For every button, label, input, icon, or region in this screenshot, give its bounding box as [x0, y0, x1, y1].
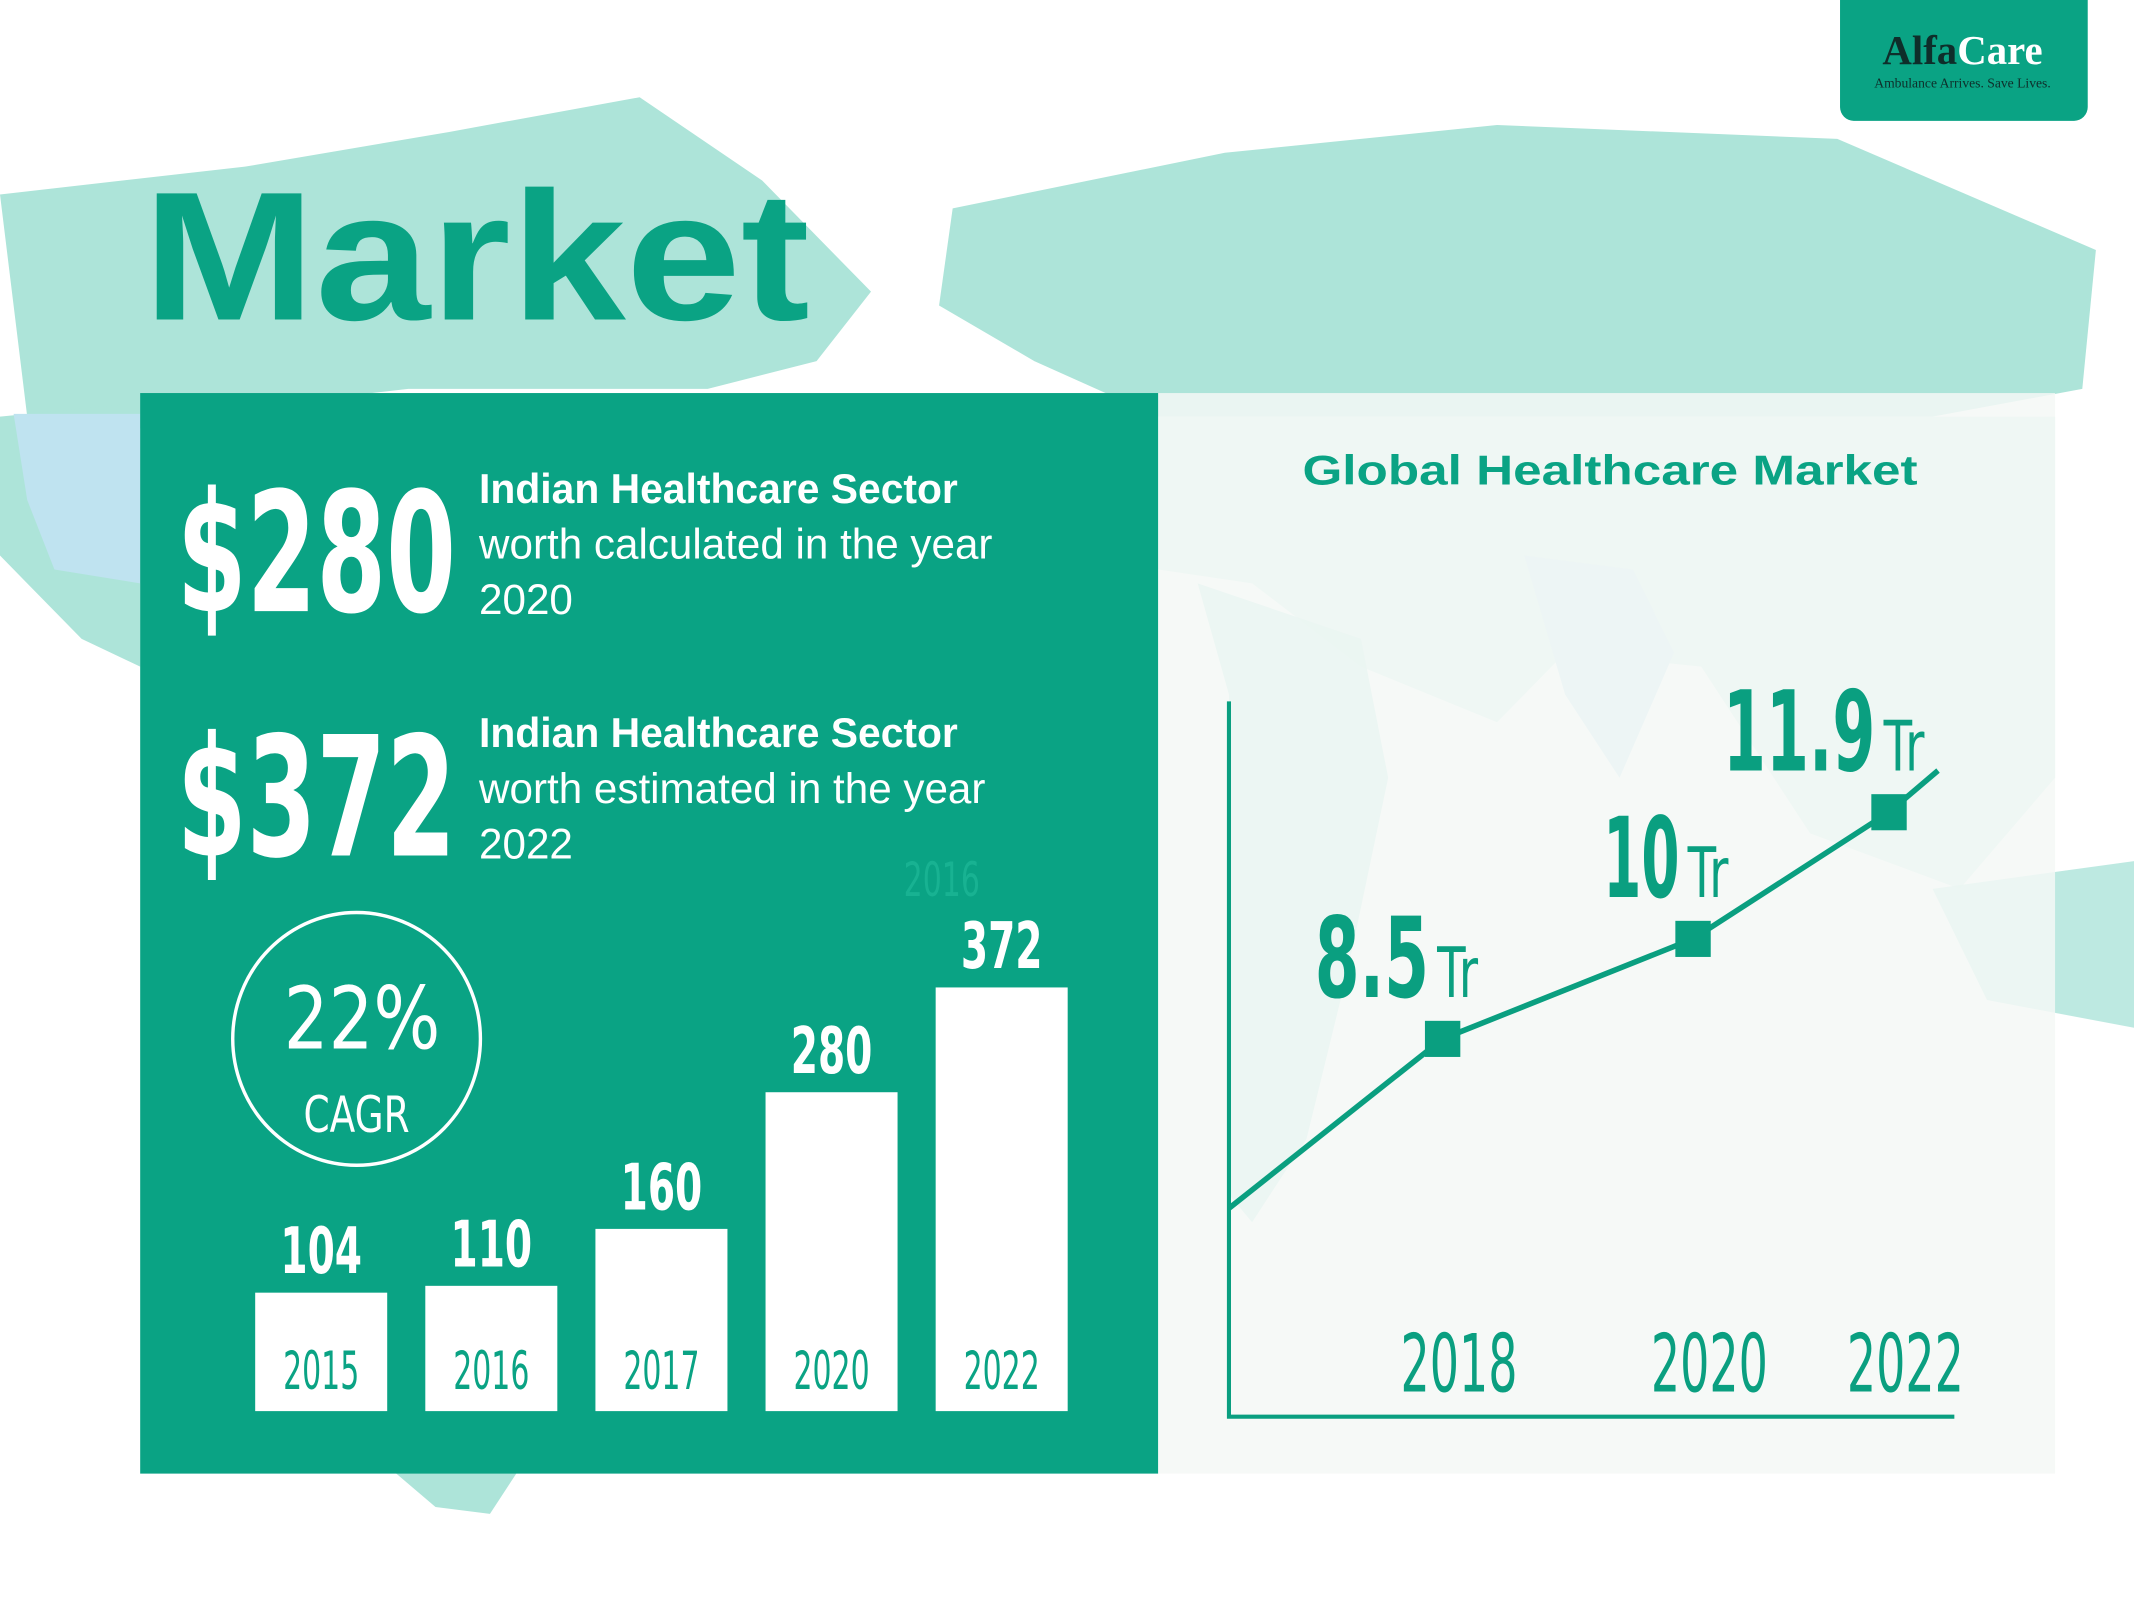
line-value-label: 8.5: [1315, 894, 1429, 1023]
stat-text: worth calculated in the year: [478, 520, 992, 568]
x-tick-label: 2020: [1651, 1317, 1768, 1411]
page-title: Market: [143, 155, 810, 359]
stats: $280 Indian Healthcare Sector worth calcul…: [177, 457, 993, 895]
axes: [1226, 701, 1955, 1419]
ghost-label: 2016: [904, 853, 980, 908]
stat-text: 2020: [479, 576, 573, 624]
x-tick-label: 2022: [1847, 1317, 1964, 1411]
logo[interactable]: AlfaCare Ambulance Arrives. Save Lives.: [1840, 0, 2088, 121]
stat-text: 2022: [479, 820, 573, 868]
cagr-value: 22%: [284, 970, 441, 1070]
x-tick-label: 2018: [1400, 1317, 1517, 1411]
bar-category: 2016: [453, 1341, 529, 1402]
line-value-label: 10: [1603, 794, 1679, 923]
cagr-label: CAGR: [303, 1085, 409, 1144]
bar-category: 2017: [623, 1341, 699, 1402]
bar-category: 2022: [964, 1341, 1040, 1402]
right-panel: [1158, 393, 2056, 1474]
bar: [425, 1285, 558, 1412]
line-point: [1871, 794, 1907, 831]
logo-tagline: Ambulance Arrives. Save Lives.: [1874, 75, 2051, 90]
stat-heading: Indian Healthcare Sector: [479, 465, 958, 511]
bar: [255, 1292, 388, 1412]
trend-lead-in: [1227, 1036, 1445, 1211]
bar-value-label: 372: [961, 908, 1043, 983]
bar: [935, 987, 1068, 1412]
bar-category: 2020: [793, 1341, 869, 1402]
unit-label: Tr: [1883, 707, 1925, 788]
bar: [765, 1092, 898, 1412]
bar: [595, 1228, 728, 1412]
logo-name-second: Care: [1957, 27, 2042, 73]
line-point: [1424, 1020, 1461, 1057]
logo-name-first: Alfa: [1882, 27, 1957, 73]
bar-value-label: 280: [791, 1013, 873, 1088]
bar-value-label: 104: [280, 1214, 362, 1289]
unit-label: Tr: [1687, 834, 1729, 915]
logo-badge: [1840, 0, 2088, 121]
line-point: [1675, 920, 1711, 957]
cagr-circle: [231, 910, 483, 1168]
line-chart-title: Global Healthcare Market: [1302, 447, 1917, 493]
stat-amount: $280: [177, 457, 456, 651]
bar-category: 2015: [283, 1341, 359, 1402]
line-value-label: 11.9: [1723, 668, 1875, 797]
logo-name: AlfaCare: [1882, 27, 2042, 73]
stat-amount: $372: [177, 701, 456, 895]
unit-label: Tr: [1437, 934, 1479, 1015]
bar-value-label: 110: [450, 1207, 532, 1282]
stat-heading: Indian Healthcare Sector: [479, 710, 958, 756]
stat-text: worth estimated in the year: [478, 764, 985, 812]
bar-value-label: 160: [621, 1150, 703, 1225]
